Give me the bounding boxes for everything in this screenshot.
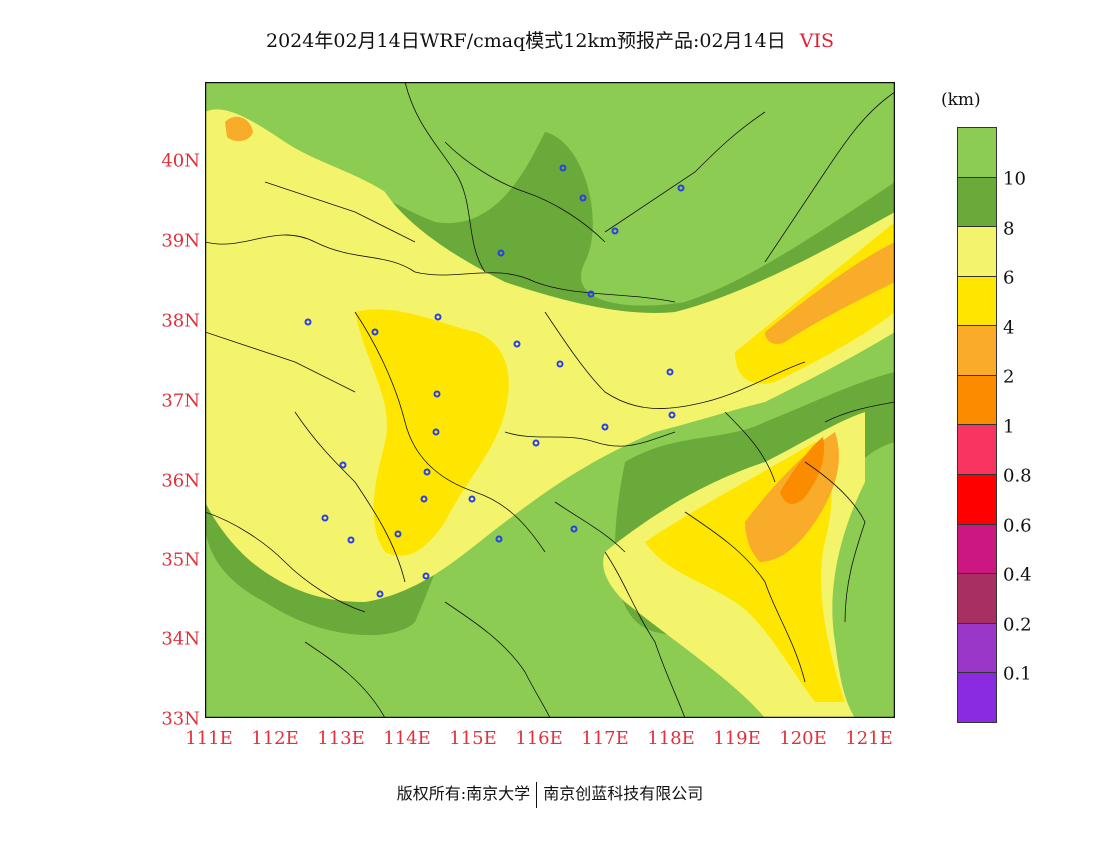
city-marker (321, 514, 329, 522)
vis-region-1-2 (780, 437, 825, 504)
legend-label-2: 2 (1003, 366, 1015, 388)
city-markers (304, 164, 685, 598)
legend-swatch (958, 524, 996, 575)
city-marker (422, 572, 430, 580)
legend-swatch (958, 128, 996, 178)
city-marker (347, 536, 355, 544)
city-marker (559, 164, 567, 172)
legend-swatch (958, 574, 996, 624)
title-variable: VIS (799, 30, 834, 52)
legend-swatch (958, 425, 996, 476)
city-marker (394, 530, 402, 538)
city-marker (666, 368, 674, 376)
lon-label-111e: 111E (185, 728, 233, 749)
lon-label-112e: 112E (251, 728, 299, 749)
lat-label-35n: 35N (161, 549, 200, 571)
vis-region-4-6 (355, 309, 509, 556)
vis-region-2-4 (765, 242, 895, 344)
legend-swatch (958, 227, 996, 277)
map-canvas (205, 82, 895, 718)
city-marker (433, 390, 441, 398)
legend-swatch (958, 177, 996, 228)
lat-label-38n: 38N (161, 310, 200, 332)
lon-label-121e: 121E (845, 728, 893, 749)
legend-colorbar (957, 127, 997, 723)
city-marker (339, 461, 347, 469)
lat-label-37n: 37N (161, 390, 200, 412)
city-marker (556, 360, 564, 368)
lon-label-115e: 115E (449, 728, 497, 749)
copyright-left: 版权所有:南京大学 (396, 784, 531, 803)
city-marker (579, 194, 587, 202)
legend-label-8: 8 (1003, 218, 1015, 240)
lon-label-117e: 117E (581, 728, 629, 749)
legend-swatch (958, 326, 996, 376)
city-marker (376, 590, 384, 598)
legend-label-1: 1 (1003, 416, 1015, 438)
lat-label-33n: 33N (161, 708, 200, 730)
lon-label-119e: 119E (713, 728, 761, 749)
title-main: 2024年02月14日WRF/cmaq模式12km预报产品:02月14日 (266, 30, 786, 52)
city-marker (611, 227, 619, 235)
legend-label-0-1: 0.1 (1003, 663, 1032, 685)
city-marker (495, 535, 503, 543)
vis-region-2-4-nw (225, 116, 253, 142)
legend-swatch (958, 475, 996, 525)
map-border (205, 82, 895, 718)
city-marker (668, 411, 676, 419)
legend-swatch (958, 276, 996, 327)
city-marker (304, 318, 312, 326)
city-marker (677, 184, 685, 192)
visibility-map (205, 82, 895, 718)
legend-label-6: 6 (1003, 267, 1015, 289)
legend-swatch (958, 623, 996, 674)
legend-label-0-6: 0.6 (1003, 515, 1032, 537)
lat-label-34n: 34N (161, 628, 200, 650)
city-marker (432, 428, 440, 436)
legend-label-0-2: 0.2 (1003, 614, 1032, 636)
city-marker (587, 290, 595, 298)
legend-swatch (958, 673, 996, 722)
admin-boundaries (205, 82, 895, 718)
city-marker (420, 495, 428, 503)
footer-separator (536, 781, 538, 808)
city-marker (468, 495, 476, 503)
lon-label-118e: 118E (647, 728, 695, 749)
lat-label-40n: 40N (161, 150, 200, 172)
legend-label-0-8: 0.8 (1003, 465, 1032, 487)
legend-label-4: 4 (1003, 317, 1015, 339)
copyright-right: 南京创蓝科技有限公司 (543, 784, 704, 803)
lon-label-120e: 120E (779, 728, 827, 749)
city-marker (532, 439, 540, 447)
copyright-footer: 版权所有:南京大学 南京创蓝科技有限公司 (0, 780, 1100, 808)
city-marker (570, 525, 578, 533)
legend-label-10: 10 (1003, 168, 1026, 190)
map-title: 2024年02月14日WRF/cmaq模式12km预报产品:02月14日 VIS (0, 26, 1100, 53)
city-marker (423, 468, 431, 476)
city-marker (513, 340, 521, 348)
legend-label-0-4: 0.4 (1003, 564, 1032, 586)
lat-label-39n: 39N (161, 230, 200, 252)
city-marker (497, 249, 505, 257)
lon-label-116e: 116E (515, 728, 563, 749)
city-marker (371, 328, 379, 336)
lon-label-114e: 114E (383, 728, 431, 749)
legend-swatch (958, 375, 996, 426)
lat-label-36n: 36N (161, 470, 200, 492)
city-marker (434, 313, 442, 321)
legend-unit: (km) (941, 90, 981, 110)
city-marker (601, 423, 609, 431)
lon-label-113e: 113E (317, 728, 365, 749)
